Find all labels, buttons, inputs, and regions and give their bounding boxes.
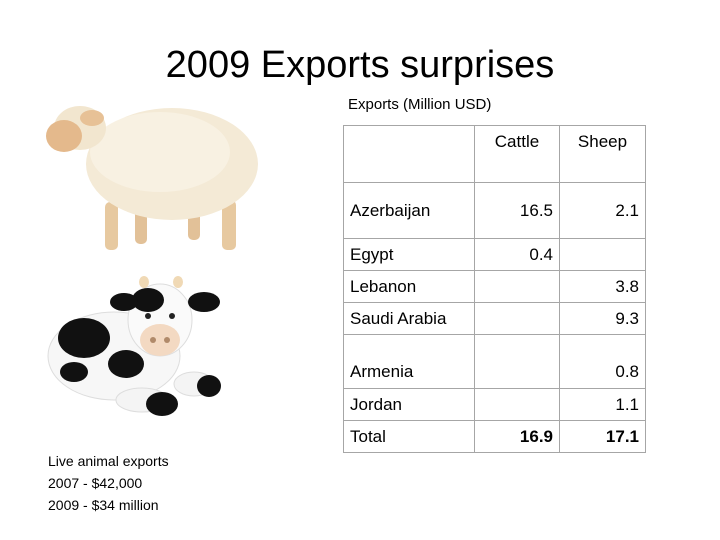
row-sheep: 9.3 [559,302,646,335]
cow-image [44,268,234,433]
row-cattle [474,334,560,389]
row-sheep: 2.1 [559,182,646,239]
header-cattle: Cattle [474,125,560,183]
header-country [343,125,475,183]
exports-table: Cattle Sheep Azerbaijan 16.5 2.1 Egypt 0… [343,125,646,453]
header-sheep: Sheep [559,125,646,183]
row-country: Armenia [343,334,475,389]
table-caption: Exports (Million USD) [348,96,492,113]
table-row: Azerbaijan 16.5 2.1 [343,182,646,239]
row-country: Egypt [343,238,475,271]
row-country: Lebanon [343,270,475,303]
total-cattle: 16.9 [474,420,560,453]
row-cattle [474,302,560,335]
row-country: Saudi Arabia [343,302,475,335]
row-country: Jordan [343,388,475,421]
row-cattle [474,388,560,421]
table-row: Saudi Arabia 9.3 [343,302,646,335]
table-row: Egypt 0.4 [343,238,646,271]
export-notes: Live animal exports 2007 - $42,000 2009 … [48,450,169,516]
row-cattle [474,270,560,303]
row-sheep: 0.8 [559,334,646,389]
row-sheep: 3.8 [559,270,646,303]
row-sheep [559,238,646,271]
table-row: Jordan 1.1 [343,388,646,421]
row-cattle: 16.5 [474,182,560,239]
notes-line: 2007 - $42,000 [48,475,143,491]
slide-title: 2009 Exports surprises [165,44,555,86]
table-header-row: Cattle Sheep [343,125,646,183]
total-sheep: 17.1 [559,420,646,453]
notes-line: 2009 - $34 million [48,497,159,513]
row-country: Azerbaijan [343,182,475,239]
table-row: Lebanon 3.8 [343,270,646,303]
table-row: Armenia 0.8 [343,334,646,389]
total-label: Total [343,420,475,453]
notes-line: Live animal exports [48,453,169,469]
table-row-total: Total 16.9 17.1 [343,420,646,453]
row-cattle: 0.4 [474,238,560,271]
sheep-image [40,92,260,262]
row-sheep: 1.1 [559,388,646,421]
